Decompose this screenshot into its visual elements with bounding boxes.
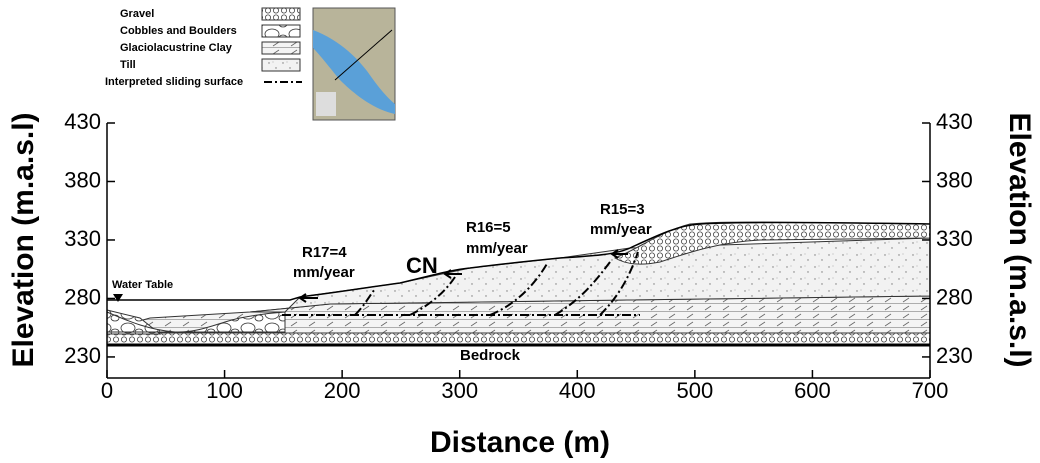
map-river: [313, 30, 395, 114]
sliding-surface: [354, 288, 376, 316]
arrow: [443, 269, 462, 279]
x-tick-label: 600: [794, 378, 831, 403]
x-tick-label: 300: [441, 378, 478, 403]
legend-swatch: [261, 7, 301, 21]
x-tick-label: 500: [676, 378, 713, 403]
y-tick-label: 430: [64, 109, 101, 134]
y-tick-label: 230: [64, 343, 101, 368]
y-tick-label: 330: [64, 226, 101, 251]
y2-tick-label: 430: [936, 109, 973, 134]
sliding-surface: [489, 261, 549, 316]
x-tick-label: 400: [559, 378, 596, 403]
y2-tick-label: 280: [936, 284, 973, 309]
legend-swatch: [261, 58, 301, 72]
y-tick-label: 280: [64, 284, 101, 309]
sliding-surface: [599, 251, 639, 316]
x-tick-label: 200: [324, 378, 361, 403]
legend-swatch: [261, 24, 301, 38]
y-axis-label: Elevation (m.a.s.l): [7, 112, 40, 367]
legend-swatch: [261, 41, 301, 55]
cobble-layer: [106, 311, 286, 333]
annotation: mm/year: [293, 264, 355, 281]
annotation: Water Table: [112, 279, 173, 291]
axes: Distance (m) Elevation (m.a.s.l) Elevati…: [7, 109, 1036, 459]
legend-label: Till: [120, 59, 136, 71]
legend-label: Gravel: [120, 8, 154, 20]
map-key: [316, 92, 336, 116]
legend: Gravel Cobbles and Boulders Glaciolacust…: [105, 7, 302, 88]
annotation: Bedrock: [460, 347, 521, 364]
annotation: R15=3: [600, 201, 645, 218]
annotation: mm/year: [466, 240, 528, 257]
y2-tick-label: 330: [936, 226, 973, 251]
annotations: Water Table R17=4 mm/year CN R16=5 mm/ye…: [112, 201, 652, 364]
y2-tick-label: 380: [936, 167, 973, 192]
y-tick-label: 380: [64, 167, 101, 192]
x-axis-label: Distance (m): [430, 426, 610, 459]
annotation: R16=5: [466, 219, 511, 236]
legend-label: Glaciolacustrine Clay: [120, 42, 233, 54]
map-section-line: [334, 29, 393, 81]
annotation: R17=4: [302, 244, 347, 261]
y2-tick-label: 230: [936, 343, 973, 368]
x-tick-label: 700: [912, 378, 949, 403]
y2-axis-label: Elevation (m.a.s.l): [1003, 112, 1036, 367]
annotation: mm/year: [590, 221, 652, 238]
x-tick-label: 100: [206, 378, 243, 403]
arrow: [610, 249, 628, 259]
x-tick-label: 0: [101, 378, 113, 403]
legend-label: Interpreted sliding surface: [105, 76, 243, 88]
inset-map: [312, 7, 396, 121]
water-table-marker: [113, 294, 123, 302]
sliding-surface: [554, 261, 611, 316]
arrow: [298, 293, 318, 303]
ground-surface: [107, 221, 931, 301]
gravel-layer: [106, 332, 931, 346]
sliding-surface: [409, 276, 456, 316]
sliding-surfaces: [282, 251, 640, 316]
annotation: CN: [406, 253, 438, 278]
strata: [106, 221, 931, 347]
legend-label: Cobbles and Boulders: [120, 25, 237, 37]
